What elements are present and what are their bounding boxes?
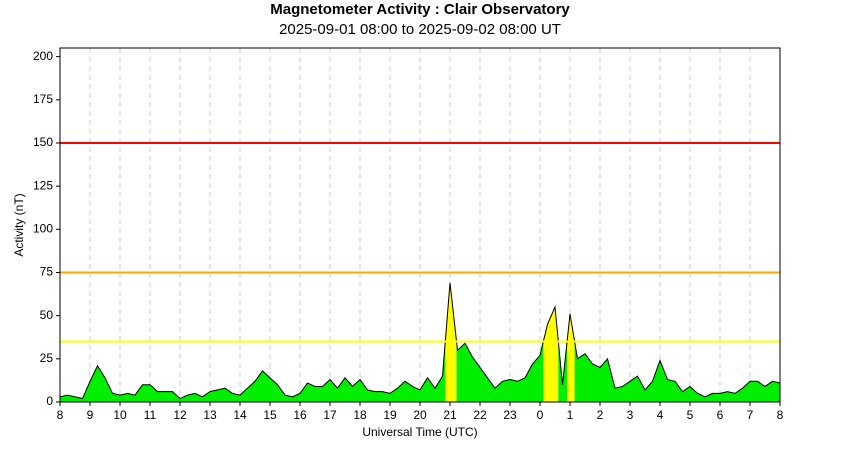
x-tick-label: 18: [353, 408, 367, 422]
y-tick-label: 200: [33, 49, 53, 63]
x-tick-label: 1: [567, 408, 574, 422]
y-tick-label: 175: [33, 92, 53, 106]
x-tick-label: 3: [627, 408, 634, 422]
x-axis-label: Universal Time (UTC): [362, 425, 477, 439]
activity-line: [59, 282, 781, 400]
x-tick-label: 13: [203, 408, 217, 422]
y-tick-label: 150: [33, 135, 53, 149]
x-tick-label: 2: [597, 408, 604, 422]
x-tick-label: 10: [113, 408, 127, 422]
y-tick-label: 0: [46, 394, 53, 408]
x-tick-label: 15: [263, 408, 277, 422]
x-tick-label: 23: [503, 408, 517, 422]
plot-frame: [59, 47, 781, 403]
x-tick-label: 21: [443, 408, 457, 422]
y-tick-label: 75: [40, 265, 54, 279]
x-tick-label: 0: [537, 408, 544, 422]
x-tick-label: 7: [747, 408, 754, 422]
y-tick-label: 50: [40, 308, 54, 322]
x-tick-label: 19: [383, 408, 397, 422]
x-tick-label: 12: [173, 408, 187, 422]
y-tick-label: 100: [33, 221, 53, 235]
x-tick-label: 8: [57, 408, 64, 422]
y-axis-label: Activity (nT): [12, 193, 26, 256]
x-tick-label: 17: [323, 408, 337, 422]
chart-title: Magnetometer Activity : Clair Observator…: [270, 1, 570, 18]
x-tick-label: 11: [144, 408, 157, 422]
x-tick-label: 9: [87, 408, 94, 422]
x-tick-label: 5: [687, 408, 694, 422]
x-tick-label: 14: [233, 408, 247, 422]
x-tick-label: 22: [473, 408, 487, 422]
x-tick-label: 6: [717, 408, 724, 422]
chart-subtitle: 2025-09-01 08:00 to 2025-09-02 08:00 UT: [279, 21, 561, 38]
x-tick-label: 8: [777, 408, 784, 422]
x-tick-label: 20: [413, 408, 427, 422]
y-tick-label: 25: [40, 351, 54, 365]
area-fill: [60, 282, 780, 402]
x-tick-label: 4: [657, 408, 664, 422]
x-tick-label: 16: [293, 408, 307, 422]
y-tick-label: 125: [33, 178, 53, 192]
